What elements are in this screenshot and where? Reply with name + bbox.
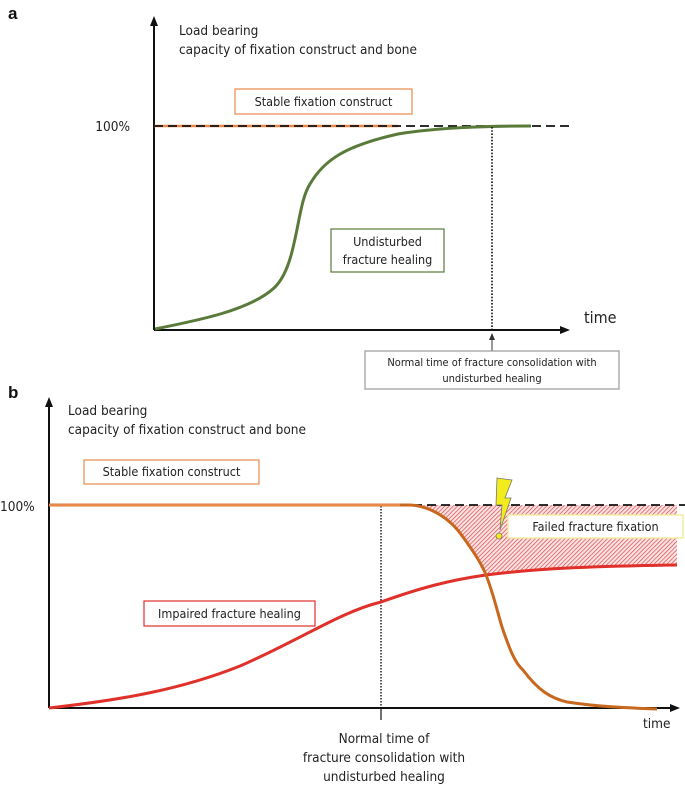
impaired-healing-curve xyxy=(48,563,678,710)
consolidation-note-line2: fracture consolidation with xyxy=(303,750,465,766)
impaired-healing-label: Impaired fracture healing xyxy=(158,606,301,621)
y-axis-label-line1: Load bearing xyxy=(68,403,147,419)
stable-fixation-box xyxy=(234,88,413,115)
undisturbed-healing-label-line2: fracture healing xyxy=(343,252,432,267)
x-axis-label: time xyxy=(643,716,670,732)
consolidation-note-line1: Normal time of fracture consolidation wi… xyxy=(387,356,596,369)
consolidation-note-box xyxy=(364,350,620,390)
failed-fixation-label: Failed fracture fixation xyxy=(532,519,658,534)
stable-fixation-box xyxy=(83,459,260,485)
failing-fixation-curve xyxy=(49,503,658,711)
x-axis-arrow-icon xyxy=(670,704,680,712)
y-tick-100: 100% xyxy=(0,499,35,515)
lightning-bolt-icon xyxy=(495,477,513,531)
undisturbed-healing-label-line1: Undisturbed xyxy=(353,234,422,249)
y-axis-label-line1: Load bearing xyxy=(179,23,258,39)
x-axis-label: time xyxy=(584,308,617,327)
consolidation-note-line1: Normal time of xyxy=(339,731,430,747)
panel-b-label: b xyxy=(8,383,18,402)
consolidation-note-line3: undisturbed healing xyxy=(323,769,445,785)
y-axis-arrow-icon xyxy=(45,397,53,407)
consolidation-note-line2: undisturbed healing xyxy=(442,372,541,385)
y-axis-arrow-icon xyxy=(150,16,158,26)
panel-a-label: a xyxy=(8,4,18,23)
y-tick-100: 100% xyxy=(95,119,130,135)
y-axis-label-line2: capacity of fixation construct and bone xyxy=(179,42,417,58)
y-axis-label-line2: capacity of fixation construct and bone xyxy=(68,422,306,438)
stable-fixation-label: Stable fixation construct xyxy=(103,464,241,479)
arrow-up-icon xyxy=(489,333,495,340)
panel-a: a Load bearing capacity of fixation cons… xyxy=(8,4,620,390)
stable-fixation-label: Stable fixation construct xyxy=(255,94,393,109)
undisturbed-healing-box xyxy=(330,228,445,273)
failed-fixation-box xyxy=(507,514,684,539)
undisturbed-healing-curve xyxy=(154,124,532,331)
x-axis-arrow-icon xyxy=(560,326,570,334)
failure-point-marker xyxy=(495,532,503,540)
impaired-healing-box xyxy=(143,600,316,627)
panel-b: b Load bearing capacity of fixation cons… xyxy=(0,383,685,785)
